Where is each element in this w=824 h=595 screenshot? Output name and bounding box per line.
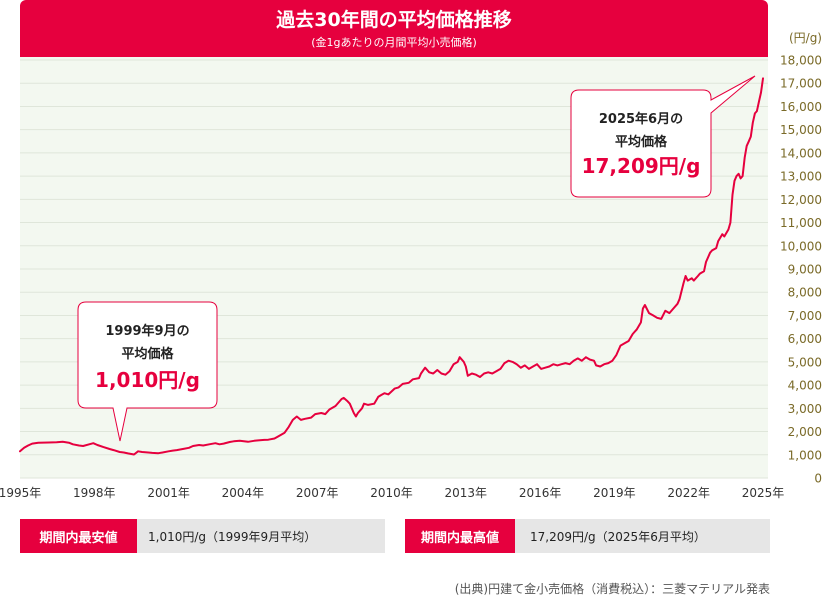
price-line bbox=[19, 77, 764, 456]
x-tick-label: 2007年 bbox=[296, 486, 339, 500]
y-tick-label: 14,000 bbox=[780, 146, 822, 160]
y-tick-label: 3,000 bbox=[788, 402, 822, 416]
x-tick-label: 1995年 bbox=[0, 486, 41, 500]
max-callout-caption: 平均価格 bbox=[615, 134, 668, 150]
y-tick-label: 11,000 bbox=[780, 216, 822, 230]
period-min-value: 1,010円/g（1999年9月平均） bbox=[137, 519, 385, 553]
x-tick-label: 1998年 bbox=[73, 486, 116, 500]
period-max-label: 期間内最高値 bbox=[405, 519, 515, 553]
max-callout-value: 17,209円/g bbox=[582, 154, 701, 178]
y-tick-label: 12,000 bbox=[780, 193, 822, 207]
source-note: (出典)円建て金小売価格（消費税込）：三菱マテリアル発表 bbox=[454, 582, 770, 595]
min-callout-caption: 平均価格 bbox=[121, 346, 174, 362]
y-tick-label: 1,000 bbox=[788, 448, 822, 462]
y-tick-label: 5,000 bbox=[788, 355, 822, 369]
period-max-value: 17,209円/g（2025年6月平均） bbox=[515, 519, 770, 553]
x-tick-label: 2010年 bbox=[370, 486, 413, 500]
max-callout: 2025年6月の 平均価格 17,209円/g bbox=[570, 75, 756, 198]
y-tick-label: 4,000 bbox=[788, 379, 822, 393]
y-axis-unit: (円/g) bbox=[789, 31, 822, 45]
x-tick-label: 2025年 bbox=[742, 486, 785, 500]
period-min-label: 期間内最安値 bbox=[20, 519, 137, 553]
x-tick-label: 2013年 bbox=[445, 486, 488, 500]
x-tick-label: 2016年 bbox=[519, 486, 562, 500]
y-tick-label: 9,000 bbox=[788, 263, 822, 277]
y-tick-label: 13,000 bbox=[780, 170, 822, 184]
y-tick-label: 0 bbox=[814, 472, 822, 486]
min-callout-date: 1999年9月の bbox=[105, 323, 189, 339]
y-tick-label: 6,000 bbox=[788, 332, 822, 346]
y-tick-label: 2,000 bbox=[788, 425, 822, 439]
x-tick-label: 2004年 bbox=[222, 486, 265, 500]
x-axis: 1995年 1998年 2001年 2004年 2007年 2010年 2013年 2016年… bbox=[0, 486, 784, 500]
y-tick-label: 15,000 bbox=[780, 123, 822, 137]
max-callout-date: 2025年6月の bbox=[599, 111, 683, 127]
y-tick-label: 7,000 bbox=[788, 309, 822, 323]
y-tick-label: 17,000 bbox=[780, 77, 822, 91]
min-callout: 1999年9月の 平均価格 1,010円/g bbox=[77, 301, 218, 442]
period-max-summary: 期間内最高値 17,209円/g（2025年6月平均） bbox=[405, 519, 770, 553]
min-callout-value: 1,010円/g bbox=[95, 368, 200, 392]
chart-header: 過去30年間の平均価格推移 (金1gあたりの月間平均小売価格) bbox=[20, 0, 768, 57]
chart-title: 過去30年間の平均価格推移 bbox=[276, 9, 512, 31]
max-callout-box bbox=[570, 75, 756, 198]
x-tick-label: 2019年 bbox=[593, 486, 636, 500]
x-tick-label: 2022年 bbox=[667, 486, 710, 500]
y-axis: 0 1,000 2,000 3,000 4,000 5,000 6,000 7,000 8,00… bbox=[780, 54, 822, 486]
x-tick-label: 2001年 bbox=[147, 486, 190, 500]
min-callout-box bbox=[77, 301, 218, 442]
y-tick-label: 10,000 bbox=[780, 239, 822, 253]
y-tick-label: 18,000 bbox=[780, 54, 822, 68]
period-min-summary: 期間内最安値 1,010円/g（1999年9月平均） bbox=[20, 519, 385, 553]
chart-subtitle: (金1gあたりの月間平均小売価格) bbox=[311, 36, 477, 49]
y-tick-label: 16,000 bbox=[780, 100, 822, 114]
y-tick-label: 8,000 bbox=[788, 286, 822, 300]
